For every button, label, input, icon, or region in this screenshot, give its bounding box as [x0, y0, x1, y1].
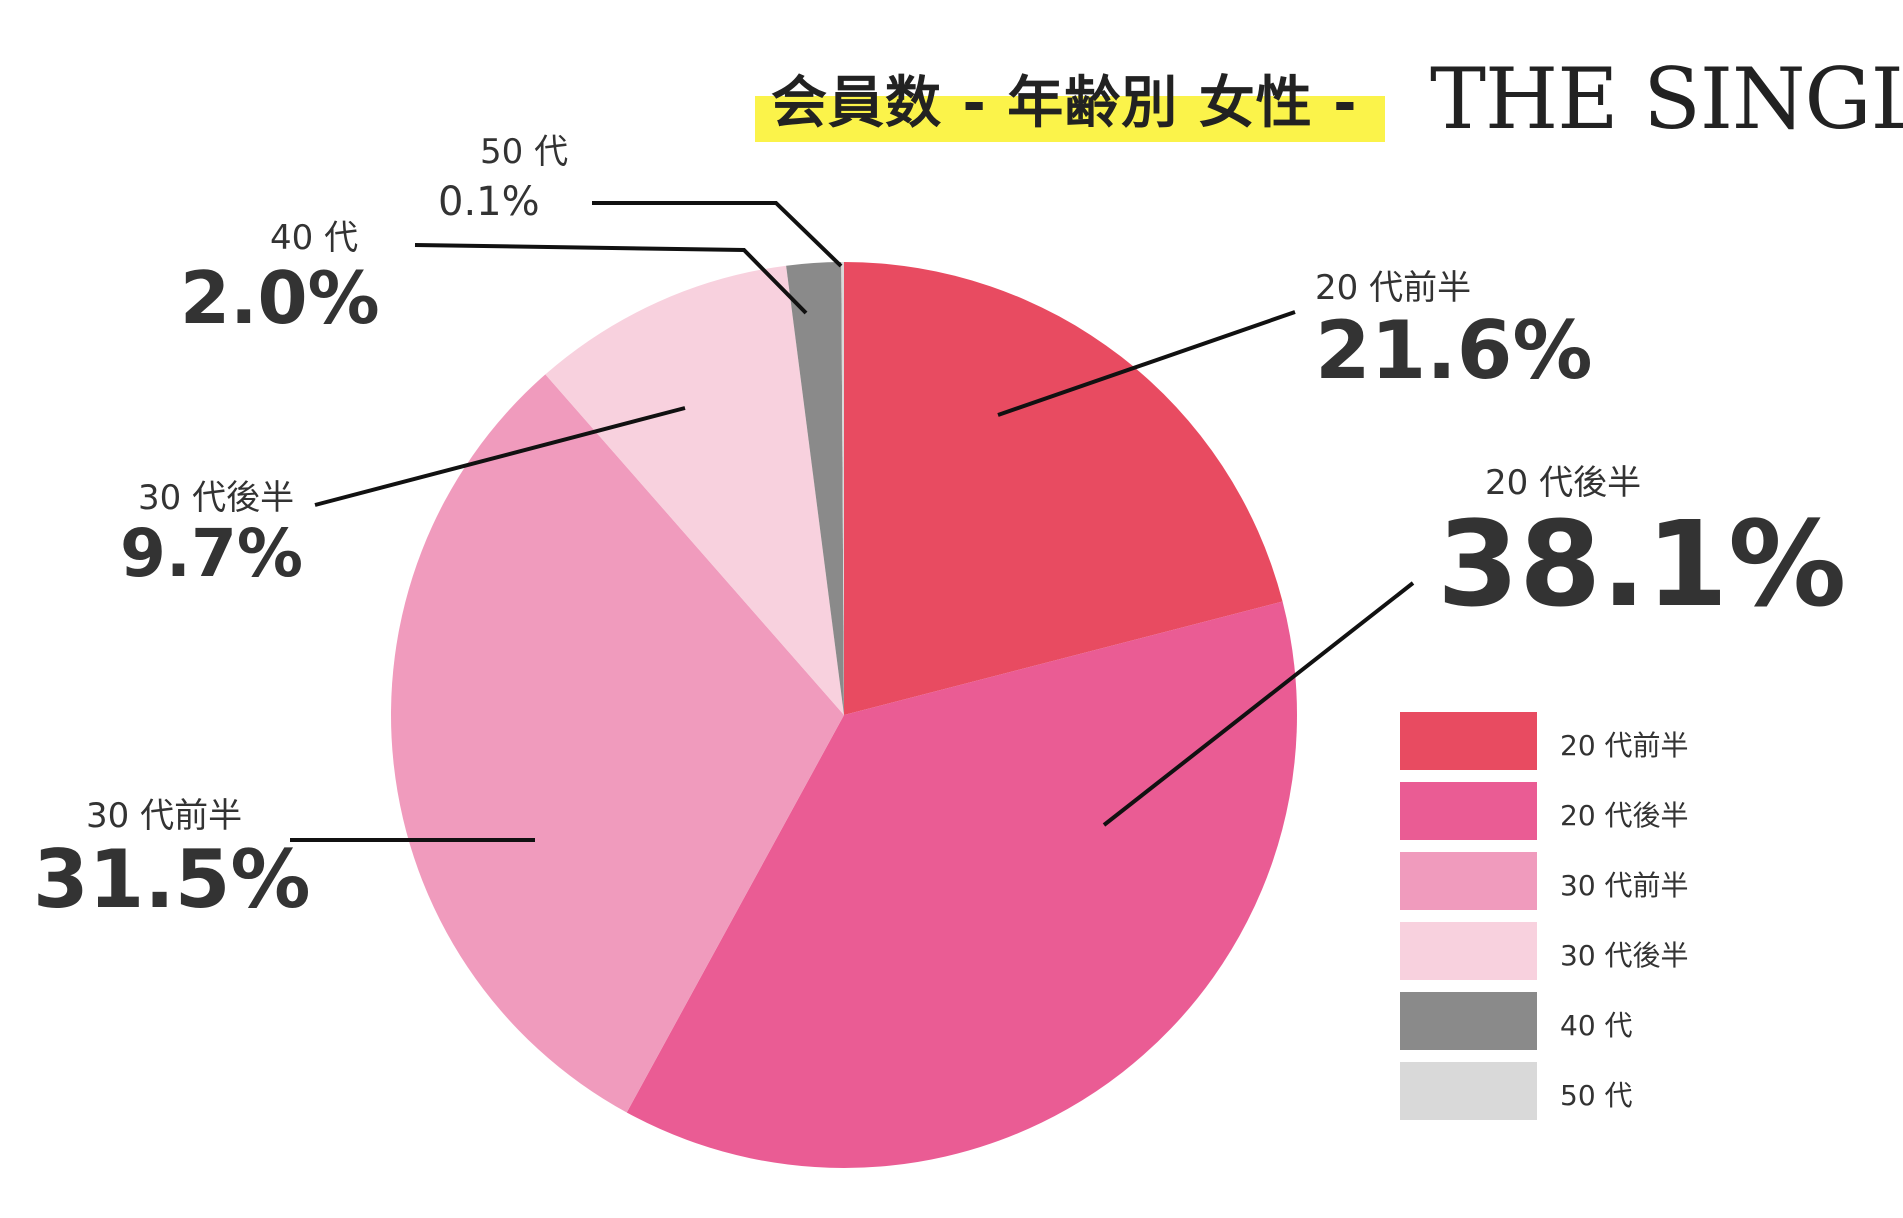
legend-swatch [1400, 992, 1537, 1050]
chart-title-wrap: 会員数 - 年齢別 女性 - [755, 58, 1385, 142]
leader-line [314, 406, 686, 507]
legend-swatch [1400, 852, 1537, 910]
slice-category-label: 40 代 [270, 218, 359, 258]
legend-label: 40 代 [1560, 1009, 1633, 1042]
slice-category-label: 30 代後半 [138, 478, 295, 518]
slice-label-4: 40 代 2.0% [180, 210, 380, 335]
slice-label-0: 20 代前半 21.6% [1315, 260, 1593, 391]
title-highlight [755, 96, 1385, 142]
legend-swatch [1400, 922, 1537, 980]
pie-slice [786, 262, 844, 715]
chart-title: 会員数 - 年齢別 女性 - [771, 71, 1358, 136]
slice-category-label: 50 代 [480, 132, 569, 172]
slice-category-label: 30 代前半 [86, 796, 243, 836]
legend-item: 30 代前半 [1400, 852, 1700, 912]
slice-label-3: 30 代後半 9.7% [120, 470, 303, 587]
pie-slice [390, 374, 844, 1113]
legend-item: 30 代後半 [1400, 922, 1700, 982]
slice-value-label: 31.5% [33, 833, 311, 926]
legend-swatch [1400, 712, 1537, 770]
leader-line [414, 243, 808, 315]
leader-lines [290, 201, 1415, 842]
legend-swatch [1400, 1062, 1537, 1120]
legend-swatch [1400, 782, 1537, 840]
legend-item: 40 代 [1400, 992, 1700, 1052]
leader-line [592, 201, 843, 268]
legend-label: 50 代 [1560, 1079, 1633, 1112]
pie-slices [390, 262, 1297, 1168]
legend-item: 50 代 [1400, 1062, 1700, 1122]
legend-label: 20 代後半 [1560, 799, 1689, 832]
slice-value-label: 38.1% [1437, 495, 1847, 633]
pie-slice [841, 262, 844, 715]
slice-value-label: 0.1% [438, 179, 540, 225]
legend-label: 30 代前半 [1560, 869, 1689, 902]
slice-label-1: 20 代後半 38.1% [1437, 455, 1846, 624]
legend-item: 20 代後半 [1400, 782, 1700, 842]
slice-category-label: 20 代後半 [1485, 463, 1642, 503]
leader-line [1102, 581, 1415, 827]
pie-slice [626, 601, 1297, 1168]
legend-label: 30 代後半 [1560, 939, 1689, 972]
leader-line [997, 310, 1296, 417]
legend-item: 20 代前半 [1400, 712, 1700, 772]
pie-slice [844, 262, 1283, 715]
slice-value-label: 21.6% [1315, 304, 1593, 397]
legend-label: 20 代前半 [1560, 729, 1689, 762]
pie-slice [545, 265, 844, 715]
slice-value-label: 9.7% [120, 515, 304, 592]
slice-category-label: 20 代前半 [1315, 268, 1472, 308]
slice-value-label: 2.0% [180, 256, 380, 340]
slice-label-5: 50 代 0.1% [438, 124, 569, 225]
slice-label-2: 30 代前半 31.5% [33, 788, 311, 921]
brand-logo: THE SINGLE [1430, 50, 1903, 148]
